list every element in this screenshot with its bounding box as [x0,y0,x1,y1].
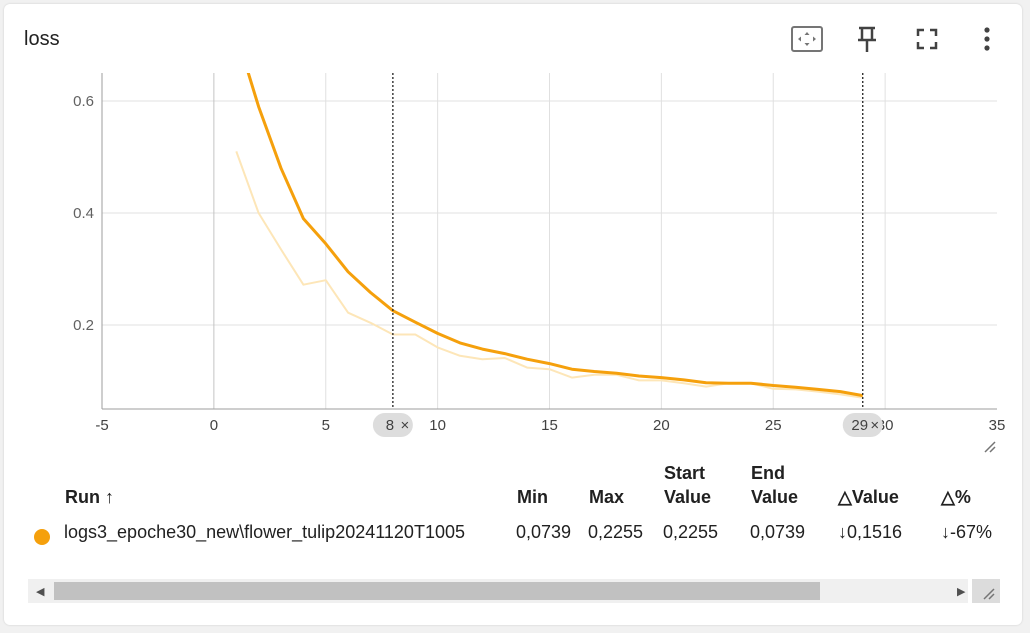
more-vert-icon [984,27,990,51]
scalar-card [4,4,1022,625]
header-start-line2: Value [664,487,712,507]
header-run[interactable]: Run ↑ [65,487,114,507]
run-max: 0,2255 [588,522,644,542]
header-start-value: Start Value [664,461,711,509]
header-end-line2: Value [751,487,799,507]
run-delta-percent: ↓-67% [941,522,993,542]
fit-to-data-button[interactable] [789,22,825,56]
x-tick-label: -5 [95,417,108,434]
header-start-line1: Start [664,463,706,483]
header-delta-percent: △% [941,487,971,507]
step-marker-label: 29 [851,417,868,434]
header-min: Min [517,487,548,507]
loss-chart[interactable]: 0.20.40.6-5 0 5 10 15 20 25 30 358 × 29 × [0,0,1030,470]
scrollbar-corner [972,579,1000,603]
card-title: loss [24,28,60,50]
scrollbar-thumb[interactable] [54,582,820,600]
step-marker-label: 8 [386,417,394,434]
run-delta-value: ↓0,1516 [838,522,903,542]
x-tick-label: 5 [322,417,330,434]
table-resize-icon[interactable] [972,579,1000,603]
header-max: Max [589,487,625,507]
run-min: 0,0739 [516,522,572,542]
more-menu-button[interactable] [969,22,1005,56]
run-name: logs3_epoche30_new\flower_tulip20241120T… [64,522,465,542]
x-tick-label: 35 [989,417,1006,434]
run-start-value: 0,2255 [663,522,719,542]
horizontal-scrollbar[interactable]: ◀ ▶ [28,579,968,603]
x-tick-label: 10 [429,417,446,434]
run-color-dot [34,529,50,545]
step-marker-close-icon[interactable]: × [870,417,879,434]
step-marker-close-icon[interactable]: × [400,417,409,434]
pin-button[interactable] [849,22,885,56]
header-end-line1: End [751,463,785,483]
y-tick-label: 0.2 [73,317,94,334]
scroll-right-arrow-icon[interactable]: ▶ [957,586,966,598]
pin-icon [858,26,876,52]
fullscreen-icon [916,28,938,50]
step-marker-chip [372,413,413,437]
run-end-value: 0,0739 [750,522,806,542]
resize-handle-icon[interactable] [983,440,997,454]
x-tick-label: 0 [210,417,218,434]
x-tick-label: 20 [653,417,670,434]
header-end-value: End Value [751,461,798,509]
smoothed-series-line [246,73,864,398]
step-marker-chip [842,413,883,437]
x-tick-label: 25 [765,417,782,434]
y-tick-label: 0.4 [73,205,94,222]
scroll-left-arrow-icon[interactable]: ◀ [36,586,45,598]
header-delta-value: △Value [838,487,899,507]
y-tick-label: 0.6 [73,93,94,110]
fit-to-data-icon [791,26,823,52]
x-tick-label: 15 [541,417,558,434]
fullscreen-button[interactable] [909,22,945,56]
